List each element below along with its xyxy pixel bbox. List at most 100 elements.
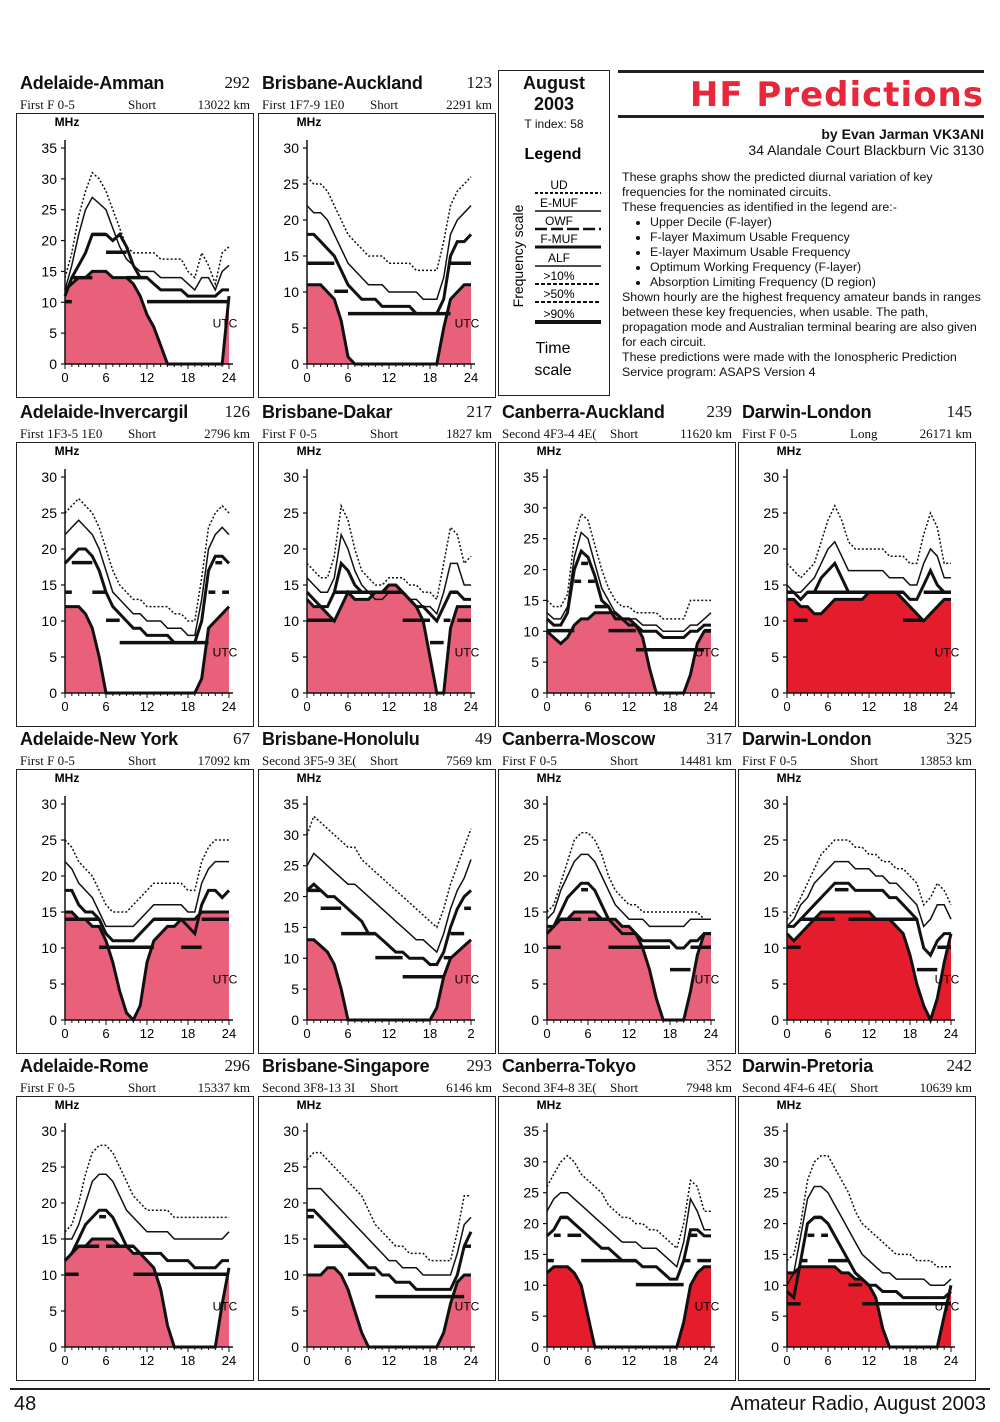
distance: 2796 km bbox=[204, 426, 250, 441]
alf-area bbox=[787, 912, 951, 1020]
propagation-mode: First 1F7-9 1E0 bbox=[262, 97, 345, 112]
page-number: 48 bbox=[14, 1393, 37, 1415]
y-tick-label: 5 bbox=[531, 654, 539, 670]
utc-label: UTC bbox=[695, 645, 720, 659]
y-tick-label: 0 bbox=[291, 1339, 299, 1355]
distance: 7569 km bbox=[446, 753, 492, 768]
ud-line bbox=[64, 171, 230, 287]
x-tick-label: 12 bbox=[622, 699, 636, 714]
legend-label: OWF bbox=[545, 214, 573, 228]
chart-frame: MHz 0 5 10 15 20 25 30 0 6 12 18 24 UTC bbox=[258, 1096, 496, 1381]
utc-label: UTC bbox=[935, 1299, 960, 1313]
path-type: Short bbox=[610, 1080, 639, 1095]
y-tick-label: 25 bbox=[283, 505, 299, 521]
propagation-mode: First 1F3-5 1E0 bbox=[20, 426, 103, 441]
distance: 15337 km bbox=[197, 1080, 250, 1095]
key-item: Optimum Working Frequency (F-layer) bbox=[650, 260, 982, 275]
y-tick-label: 30 bbox=[283, 140, 299, 156]
y-tick-label: 25 bbox=[763, 505, 779, 521]
y-tick-label: 5 bbox=[531, 1308, 539, 1324]
y-tick-label: 20 bbox=[283, 1195, 299, 1211]
alf-area bbox=[65, 1239, 229, 1347]
chart-panel: Darwin-London 325 First F 0-5 Short 13853 km… bbox=[738, 729, 976, 1054]
legend-axis-label: Frequency scale bbox=[510, 204, 526, 307]
legend-label: E-MUF bbox=[540, 196, 578, 210]
circuit-bearing: 242 bbox=[946, 1056, 973, 1075]
y-tick-label: 15 bbox=[763, 1246, 779, 1262]
utc-label: UTC bbox=[935, 972, 960, 986]
y-tick-label: 30 bbox=[283, 827, 299, 843]
x-tick-label: 12 bbox=[140, 699, 154, 714]
distance: 2291 km bbox=[446, 97, 492, 112]
circuit-bearing: 217 bbox=[466, 402, 493, 421]
alf-area bbox=[547, 1266, 711, 1347]
x-tick-label: 0 bbox=[783, 1026, 790, 1041]
legend-label: >10% bbox=[543, 269, 574, 283]
path-type: Short bbox=[370, 97, 399, 112]
x-tick-label: 0 bbox=[543, 699, 550, 714]
circuit-title: Darwin-Pretoria bbox=[742, 1056, 874, 1076]
circuit-bearing: 126 bbox=[224, 402, 251, 421]
y-tick-label: 5 bbox=[291, 320, 299, 336]
y-tick-label: 30 bbox=[283, 1123, 299, 1139]
x-tick-label: 12 bbox=[140, 1353, 154, 1368]
y-unit-label: MHz bbox=[777, 1098, 802, 1112]
hf-chart: MHz 0 5 10 15 20 25 30 0 6 12 18 24 UTC bbox=[41, 1098, 237, 1368]
owf-line bbox=[65, 888, 231, 943]
y-unit-label: MHz bbox=[537, 1098, 562, 1112]
hf-chart: MHz 0 5 10 15 20 25 30 0 6 12 18 24 UTC bbox=[763, 771, 960, 1041]
circuit-bearing: 145 bbox=[946, 402, 973, 421]
legend-label: F-MUF bbox=[540, 232, 577, 246]
y-tick-label: 25 bbox=[523, 531, 539, 547]
circuit-title: Canberra-Moscow bbox=[502, 729, 656, 749]
chart-frame: MHz 0 5 10 15 20 25 30 0 6 12 18 24 UTC bbox=[16, 442, 254, 727]
fmuf-line bbox=[306, 852, 472, 954]
page-title: HF Predictions bbox=[689, 75, 984, 115]
hf-chart: MHz 0 5 10 15 20 25 30 35 0 6 12 18 24 UTC bbox=[763, 1098, 960, 1368]
owf-line bbox=[307, 1208, 473, 1291]
x-tick-label: 18 bbox=[181, 1026, 195, 1041]
ud-line bbox=[786, 839, 952, 920]
chart-panel: Adelaide-Amman 292 First F 0-5 Short 13022 k… bbox=[16, 73, 254, 398]
owf-line bbox=[785, 1215, 953, 1301]
y-tick-label: 0 bbox=[531, 1012, 539, 1028]
x-tick-label: 6 bbox=[824, 1353, 831, 1368]
x-tick-label: 6 bbox=[344, 1353, 351, 1368]
key-item: F-layer Maximum Usable Frequency bbox=[650, 230, 982, 245]
y-tick-label: 30 bbox=[41, 171, 57, 187]
distance: 17092 km bbox=[197, 753, 250, 768]
x-tick-label: 24 bbox=[704, 1026, 718, 1041]
hf-chart: MHz 0 5 10 15 20 25 30 0 6 12 18 24 UTC bbox=[523, 771, 719, 1041]
alf-area bbox=[307, 1267, 471, 1347]
x-tick-label: 0 bbox=[61, 1026, 68, 1041]
x-tick-label: 6 bbox=[824, 699, 831, 714]
circuit-bearing: 123 bbox=[466, 73, 493, 92]
fmuf-line bbox=[786, 860, 952, 928]
y-unit-label: MHz bbox=[537, 771, 562, 785]
y-unit-label: MHz bbox=[297, 444, 322, 458]
path-type: Short bbox=[610, 426, 639, 441]
propagation-mode: Second 3F8-13 3I bbox=[262, 1080, 356, 1095]
x-tick-label: 24 bbox=[704, 699, 718, 714]
circuit-bearing: 49 bbox=[475, 729, 492, 748]
x-tick-label: 12 bbox=[622, 1353, 636, 1368]
publication: Amateur Radio, August 2003 bbox=[730, 1393, 986, 1415]
chart-frame: MHz 0 5 10 15 20 25 30 0 6 12 18 24 UTC bbox=[258, 113, 496, 398]
x-tick-label: 6 bbox=[102, 1026, 109, 1041]
x-tick-label: 12 bbox=[862, 1026, 876, 1041]
alf-area bbox=[65, 606, 229, 693]
hf-chart: MHz 0 5 10 15 20 25 30 0 6 12 18 24 UTC bbox=[283, 115, 479, 385]
header-rule bbox=[618, 70, 984, 73]
key-item: E-layer Maximum Usable Frequency bbox=[650, 245, 982, 260]
ud-line bbox=[64, 497, 230, 622]
path-type: Short bbox=[850, 1080, 879, 1095]
x-tick-label: 6 bbox=[584, 1353, 591, 1368]
x-tick-label: 0 bbox=[783, 1353, 790, 1368]
y-tick-label: 0 bbox=[771, 1339, 779, 1355]
y-tick-label: 10 bbox=[283, 613, 299, 629]
chart-panel: Darwin-London 145 First F 0-5 Long 26171 km M… bbox=[738, 402, 976, 727]
y-tick-label: 10 bbox=[763, 940, 779, 956]
utc-label: UTC bbox=[695, 1299, 720, 1313]
x-tick-label: 18 bbox=[423, 370, 437, 385]
legend-key-list: Upper Decile (F-layer) F-layer Maximum U… bbox=[622, 215, 982, 290]
